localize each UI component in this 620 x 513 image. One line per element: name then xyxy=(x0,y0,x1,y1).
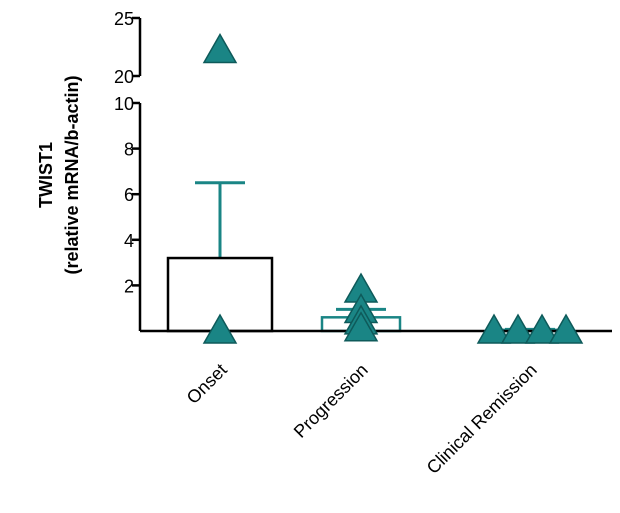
point xyxy=(202,313,238,344)
x-tick-label: Progression xyxy=(290,360,372,442)
y-tick-label: 10 xyxy=(114,94,134,114)
y-tick-label: 8 xyxy=(124,140,134,160)
point xyxy=(500,313,536,344)
y-tick-label: 2 xyxy=(124,276,134,296)
point xyxy=(548,313,584,344)
x-tick-label: Clinical Remission xyxy=(423,360,541,478)
y-axis-subtitle: (relative mRNA/b-actin) xyxy=(62,75,82,274)
y-tick-label: 20 xyxy=(114,67,134,87)
point xyxy=(524,313,560,344)
x-tick-label: Onset xyxy=(183,360,231,408)
point xyxy=(476,313,512,344)
y-tick-label: 6 xyxy=(124,185,134,205)
y-tick-label: 4 xyxy=(124,231,134,251)
y-tick-label: 25 xyxy=(114,9,134,29)
point xyxy=(343,311,379,342)
y-axis-title: TWIST1 xyxy=(36,142,56,208)
point xyxy=(202,32,238,64)
